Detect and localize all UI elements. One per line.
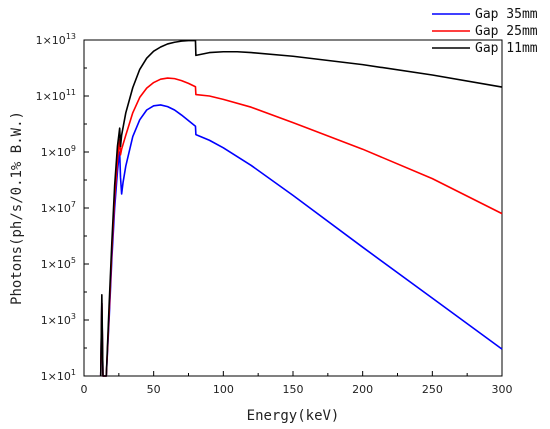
y-axis-title: Photons(ph/s/0.1% B.W.): [9, 111, 25, 305]
x-axis-title: Energy(keV): [247, 408, 340, 424]
x-tick-label: 200: [352, 383, 373, 396]
x-tick-label: 150: [283, 383, 304, 396]
y-tick-label: 1×103: [41, 312, 76, 327]
y-tick-label-base: 1×10: [41, 314, 71, 327]
legend-label: Gap 11mm: [475, 41, 538, 56]
y-tick-label-base: 1×10: [36, 90, 66, 103]
series-layer: [99, 39, 503, 377]
x-tick-label: 100: [213, 383, 234, 396]
x-tick-label: 50: [147, 383, 161, 396]
y-tick-label: 1×101: [41, 368, 76, 383]
y-tick-label-exponent: 1: [71, 368, 76, 377]
x-tick-label: 0: [81, 383, 88, 396]
y-tick-label-exponent: 3: [71, 312, 76, 321]
y-tick-label: 1×107: [41, 200, 76, 215]
legend: Gap 35mm Gap 25mm Gap 11mm: [432, 7, 538, 56]
y-tick-label-base: 1×10: [41, 258, 71, 271]
y-tick-label-base: 1×10: [36, 34, 66, 47]
y-tick-label: 1×109: [41, 144, 76, 159]
x-tick-label: 300: [492, 383, 513, 396]
y-tick-label-exponent: 5: [71, 256, 76, 265]
y-tick-label: 1×1011: [36, 88, 76, 103]
y-tick-label-base: 1×10: [41, 146, 71, 159]
y-tick-label-base: 1×10: [41, 370, 71, 383]
x-tick-label: 250: [422, 383, 443, 396]
x-axis: 0 50 100 150 200 250 300: [81, 371, 513, 396]
y-tick-label-base: 1×10: [41, 202, 71, 215]
y-tick-label-exponent: 11: [66, 88, 76, 97]
series-line-gap-11mm: [99, 39, 503, 377]
legend-label: Gap 35mm: [475, 7, 538, 22]
y-tick-label-exponent: 7: [71, 200, 76, 209]
y-tick-label-exponent: 9: [71, 144, 76, 153]
legend-label: Gap 25mm: [475, 24, 538, 39]
y-tick-label-exponent: 13: [66, 32, 76, 41]
y-tick-label: 1×105: [41, 256, 76, 271]
y-tick-label: 1×1013: [36, 32, 76, 47]
